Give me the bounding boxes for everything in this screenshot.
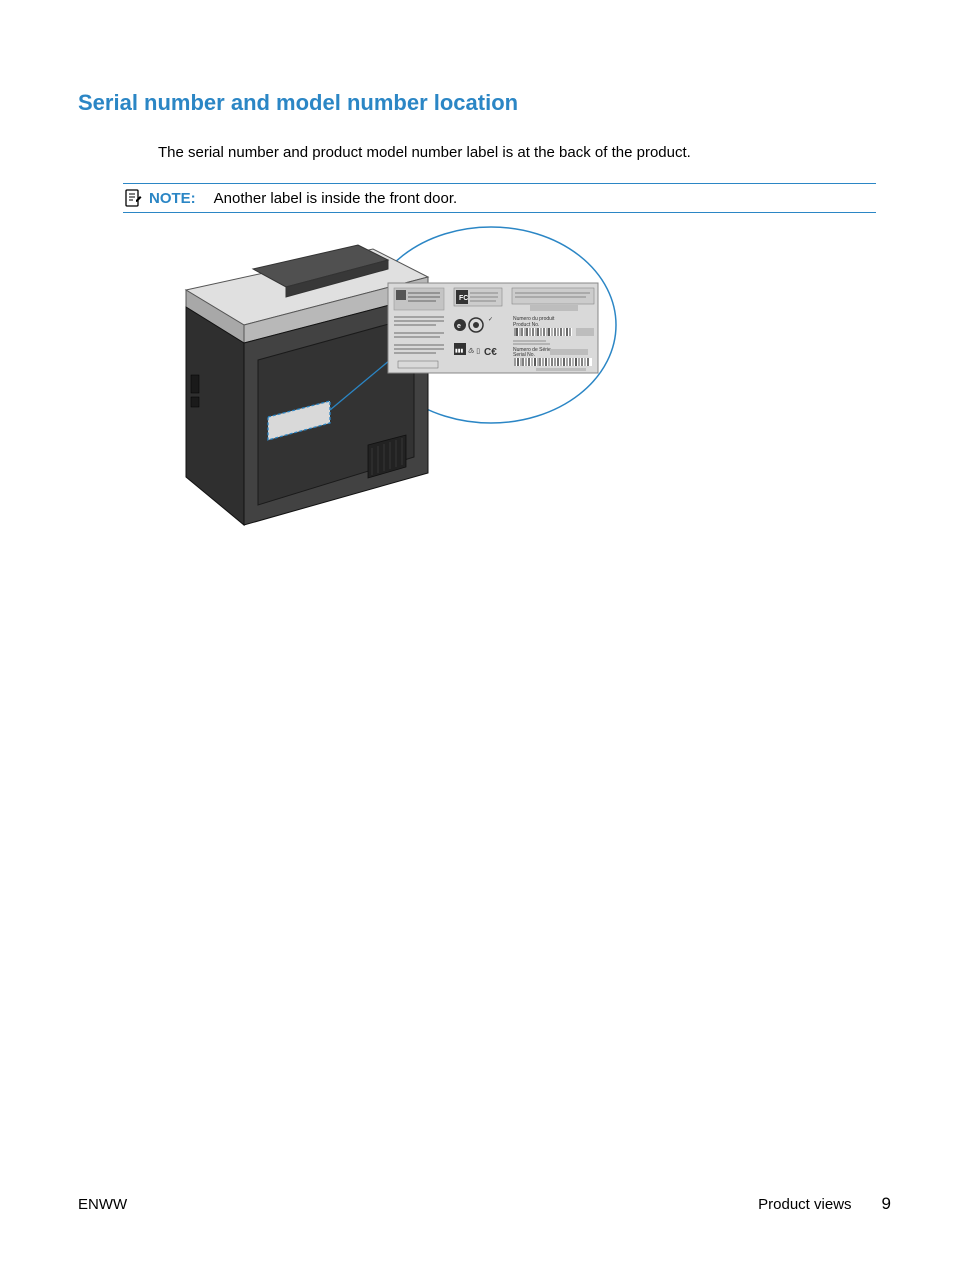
svg-text:C€: C€	[484, 347, 497, 358]
svg-text:▮▮▮: ▮▮▮	[455, 348, 464, 354]
footer-section-title: Product views	[758, 1196, 851, 1213]
svg-text:e: e	[457, 323, 461, 330]
note-label: NOTE:	[149, 190, 196, 207]
label-detail: FC e ✓ ▮▮▮ ♳ ▯ C€ Numero du produit	[388, 283, 598, 373]
note-icon	[123, 188, 143, 208]
footer-left-text: ENWW	[78, 1196, 127, 1213]
note-text: Another label is inside the front door.	[214, 190, 458, 207]
section-heading: Serial number and model number location	[78, 90, 876, 116]
note-block: NOTE: Another label is inside the front …	[123, 183, 876, 213]
svg-text:Serial No.: Serial No.	[513, 352, 535, 358]
page-footer: ENWW Product views 9	[78, 1194, 891, 1214]
page-number: 9	[882, 1194, 891, 1214]
svg-text:♳ ▯: ♳ ▯	[468, 347, 480, 355]
serial-number-figure: FC e ✓ ▮▮▮ ♳ ▯ C€ Numero du produit	[158, 225, 618, 555]
svg-text:✓: ✓	[488, 317, 493, 323]
document-page: Serial number and model number location …	[0, 0, 954, 1270]
svg-text:Product No.: Product No.	[513, 322, 539, 328]
svg-text:FC: FC	[459, 295, 468, 302]
body-paragraph: The serial number and product model numb…	[158, 144, 876, 161]
